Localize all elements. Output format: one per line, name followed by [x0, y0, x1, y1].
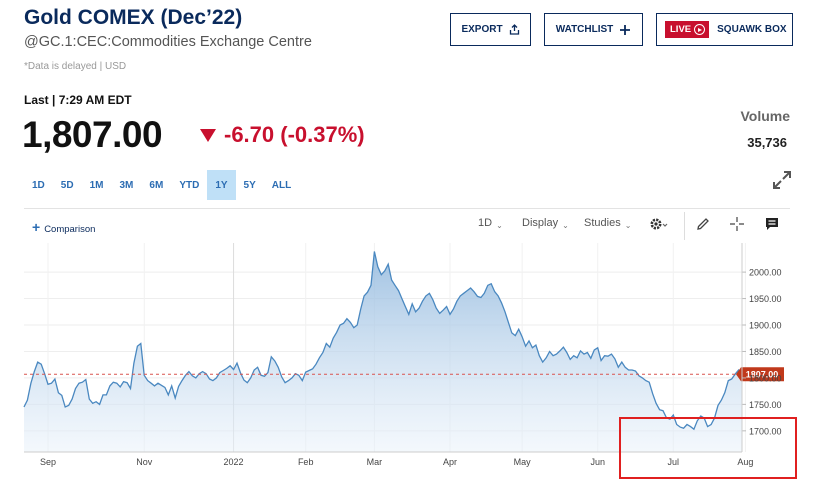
- price-line: [23, 251, 743, 431]
- live-badge: LIVE: [665, 21, 710, 38]
- pencil-icon: [697, 218, 709, 230]
- range-5y[interactable]: 5Y: [243, 179, 256, 191]
- watchlist-label: WATCHLIST: [555, 24, 614, 35]
- comparison-label: Comparison: [44, 224, 96, 235]
- y-tick-label: 1850.00: [749, 347, 782, 357]
- x-tick-label: Apr: [443, 457, 457, 467]
- studies-label: Studies: [584, 217, 621, 229]
- interval-label: 1D: [478, 217, 493, 229]
- down-arrow-icon: [200, 128, 216, 142]
- y-tick-label: 1900.00: [749, 321, 782, 331]
- x-tick-label: Jul: [668, 457, 680, 467]
- plus-icon: [620, 24, 631, 35]
- chevron-down-icon: ⌄: [624, 220, 632, 230]
- range-6m[interactable]: 6M: [149, 179, 164, 191]
- expand-icon[interactable]: [771, 169, 793, 191]
- last-trade-time: Last | 7:29 AM EDT: [24, 93, 132, 107]
- chart-divider: [24, 208, 790, 209]
- export-label: EXPORT: [461, 24, 503, 35]
- y-tick-label: 1700.00: [749, 426, 782, 436]
- x-tick-label: May: [514, 457, 532, 467]
- range-ytd[interactable]: YTD: [179, 179, 200, 191]
- range-5d[interactable]: 5D: [60, 179, 74, 191]
- range-all[interactable]: ALL: [271, 179, 292, 191]
- draw-tool-button[interactable]: [692, 213, 714, 235]
- range-1y[interactable]: 1Y: [207, 170, 236, 200]
- chevron-down-icon: ⌄: [496, 220, 503, 230]
- settings-dropdown[interactable]: [648, 213, 670, 235]
- volume-label: Volume: [740, 108, 790, 124]
- gear-icon: [650, 218, 668, 230]
- range-1m[interactable]: 1M: [89, 179, 104, 191]
- x-tick-label: Feb: [298, 457, 314, 467]
- time-range-selector: 1D 5D 1M 3M 6M YTD 1Y 5Y ALL: [24, 170, 299, 200]
- squawk-box-button[interactable]: LIVE SQUAWK BOX: [656, 13, 793, 46]
- delayed-note: *Data is delayed | USD: [24, 61, 127, 72]
- crosshair-icon: [730, 217, 744, 231]
- toolbar-separator: [684, 212, 685, 240]
- x-tick-label: Jun: [590, 457, 605, 467]
- chevron-down-icon: ⌄: [562, 220, 569, 230]
- volume-value: 35,736: [747, 135, 787, 150]
- watchlist-button[interactable]: WATCHLIST: [544, 13, 643, 46]
- price-flag-label: 1807.00: [746, 370, 779, 380]
- range-1d[interactable]: 1D: [32, 179, 45, 191]
- comments-button[interactable]: [761, 213, 783, 235]
- y-tick-label: 1950.00: [749, 294, 782, 304]
- y-tick-label: 1800.00: [749, 373, 782, 383]
- y-tick-label: 1750.00: [749, 400, 782, 410]
- price-flag: [736, 367, 784, 382]
- crosshair-tool-button[interactable]: [726, 213, 748, 235]
- export-button[interactable]: EXPORT: [450, 13, 531, 46]
- page-title: Gold COMEX (Dec’22): [24, 6, 243, 29]
- comment-icon: [766, 218, 778, 230]
- x-tick-label: Sep: [40, 457, 56, 467]
- x-tick-label: 2022: [224, 457, 244, 467]
- last-price: 1,807.00: [22, 114, 163, 155]
- interval-dropdown[interactable]: 1D ⌄: [478, 217, 503, 230]
- play-circle-icon: [694, 24, 706, 35]
- plus-icon: +: [32, 219, 41, 235]
- studies-dropdown[interactable]: Studies ⌄: [584, 217, 632, 230]
- y-tick-label: 2000.00: [749, 268, 782, 278]
- display-label: Display: [522, 217, 559, 229]
- price-change-value: -6.70 (-0.37%): [224, 122, 365, 147]
- price-area: [24, 251, 742, 452]
- x-tick-label: Mar: [367, 457, 383, 467]
- live-label: LIVE: [670, 24, 692, 35]
- share-icon: [509, 24, 519, 35]
- range-3m[interactable]: 3M: [119, 179, 134, 191]
- exchange-subtitle: @GC.1:CEC:Commodities Exchange Centre: [24, 34, 312, 50]
- x-tick-label: Nov: [136, 457, 153, 467]
- display-dropdown[interactable]: Display ⌄: [522, 217, 569, 230]
- x-tick-label: Aug: [737, 457, 753, 467]
- comparison-button[interactable]: + Comparison: [32, 219, 95, 235]
- squawk-label: SQUAWK BOX: [717, 24, 787, 35]
- price-change: -6.70 (-0.37%): [200, 122, 365, 148]
